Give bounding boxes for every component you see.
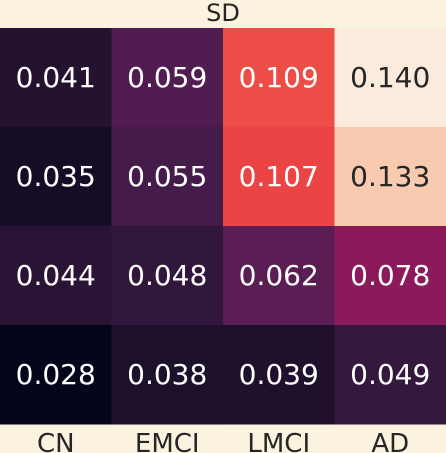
cell-value-label-r3-c0: 0.028 — [16, 358, 96, 391]
cell-value-label-r0-c3: 0.140 — [350, 61, 430, 94]
cell-value-label-r0-c1: 0.059 — [127, 61, 207, 94]
x-tick-label-ad: AD — [371, 429, 409, 453]
cell-value-label-r1-c2: 0.107 — [239, 160, 319, 193]
cell-value-label-r1-c3: 0.133 — [350, 160, 430, 193]
cell-value-label-r2-c2: 0.062 — [239, 259, 319, 292]
x-tick-label-cn: CN — [37, 429, 75, 453]
cell-value-label-r1-c0: 0.035 — [16, 160, 96, 193]
cell-value-label-r2-c3: 0.078 — [350, 259, 430, 292]
cell-value-label-r3-c2: 0.039 — [239, 358, 319, 391]
cell-value-label-r1-c1: 0.055 — [127, 160, 207, 193]
cell-value-label-r3-c3: 0.049 — [350, 358, 430, 391]
x-tick-label-lmci: LMCI — [247, 429, 310, 453]
cell-value-label-r2-c0: 0.044 — [16, 259, 96, 292]
x-tick-label-emci: EMCI — [135, 429, 200, 453]
chart-title: SD — [206, 0, 240, 27]
cell-value-label-r3-c1: 0.038 — [127, 358, 207, 391]
cell-value-label-r0-c2: 0.109 — [239, 61, 319, 94]
cell-value-label-r2-c1: 0.048 — [127, 259, 207, 292]
cell-value-label-r0-c0: 0.041 — [16, 61, 96, 94]
